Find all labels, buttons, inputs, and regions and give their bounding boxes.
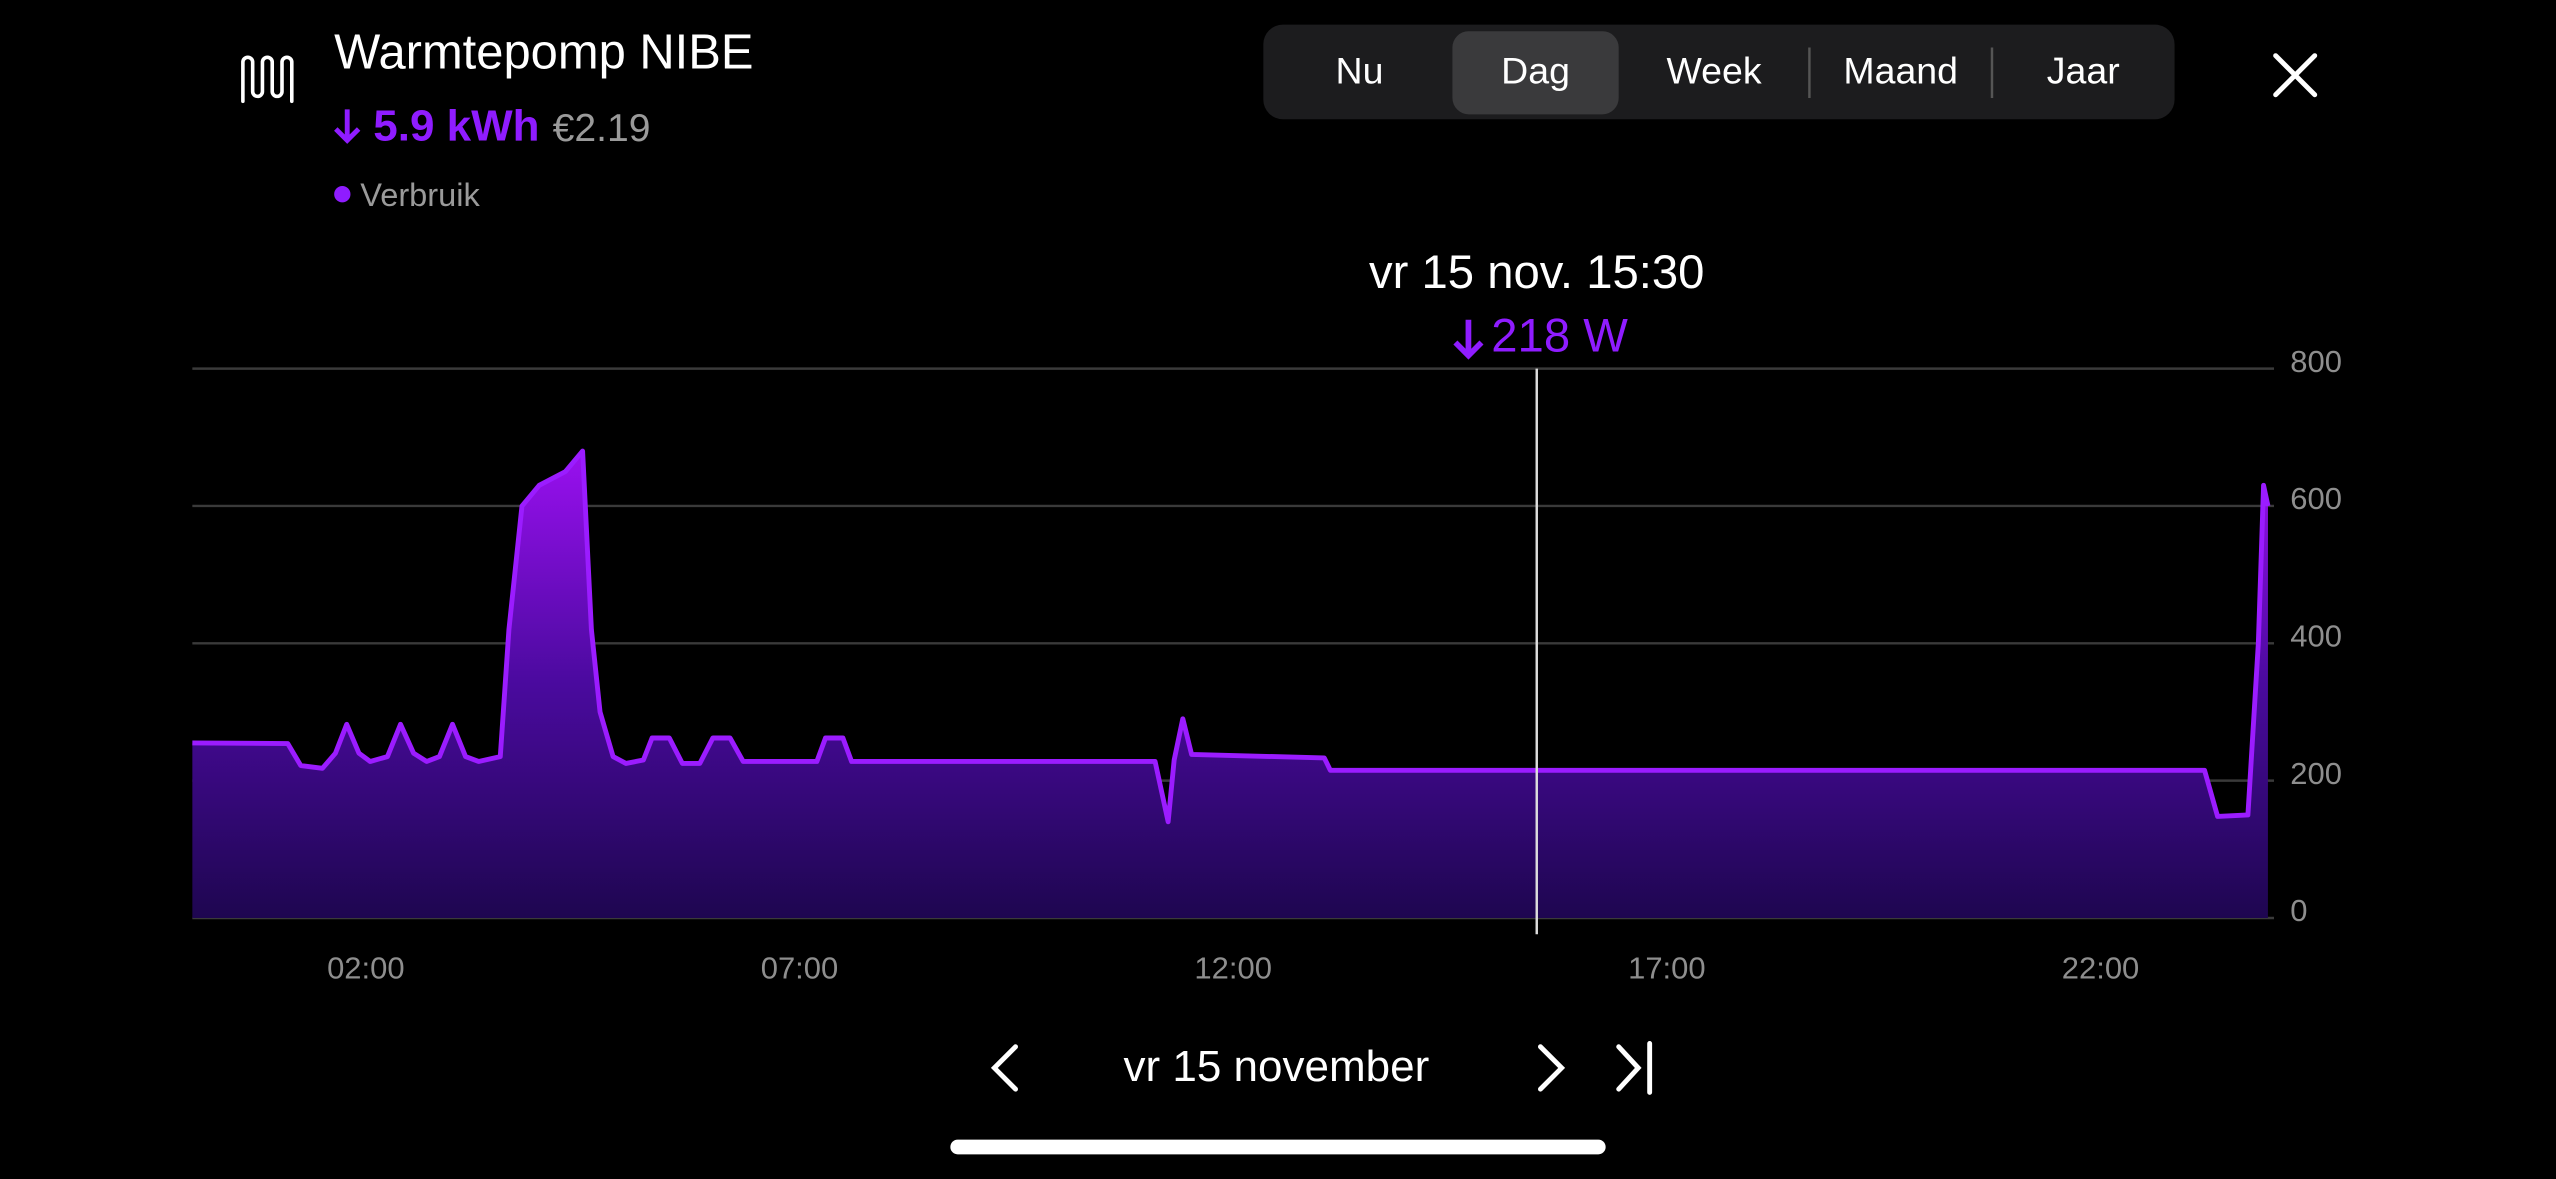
cursor-label: vr 15 nov. 15:30 [1369, 246, 1704, 299]
prev-button[interactable] [990, 1044, 1018, 1092]
legend-dot [334, 186, 351, 203]
device-icon [241, 55, 294, 104]
x-tick-label: 12:00 [1194, 950, 1272, 985]
date-label: vr 15 november [1124, 1042, 1430, 1091]
arrow-icon [334, 109, 361, 144]
y-tick-label: 400 [2290, 619, 2342, 654]
chart: 0 200 400 600 800 02:00 07:00 12:00 17:00 22:00 vr… [192, 246, 2342, 985]
home-indicator [950, 1139, 1606, 1155]
y-tick-label: 200 [2290, 756, 2342, 791]
x-tick-label: 07:00 [761, 950, 839, 985]
tab[interactable]: Jaar [2047, 49, 2120, 91]
close-button[interactable] [2273, 53, 2318, 98]
x-tick-label: 17:00 [1628, 950, 1706, 985]
cursor-value: 218 W [1491, 310, 1628, 363]
x-tick-label: 02:00 [327, 950, 405, 985]
tab[interactable]: Dag [1501, 49, 1570, 91]
device-title: Warmtepomp NIBE [334, 26, 753, 80]
line [192, 448, 2271, 825]
energy-total: 5.9 kWh [373, 102, 539, 151]
legend-label: Verbruik [360, 176, 480, 213]
area [192, 451, 2268, 918]
tab-selected-bg [1452, 31, 1619, 115]
y-tick-label: 800 [2290, 344, 2342, 379]
arrow-icon [1453, 319, 1484, 360]
tab[interactable]: Week [1666, 49, 1761, 91]
tab[interactable]: Nu [1336, 49, 1384, 91]
y-tick-label: 600 [2290, 481, 2342, 516]
y-tick-label: 0 [2290, 893, 2307, 928]
energy-cost: €2.19 [553, 107, 651, 150]
last-button[interactable] [1616, 1041, 1653, 1095]
tab[interactable]: Maand [1843, 49, 1958, 91]
next-button[interactable] [1538, 1044, 1566, 1092]
x-tick-label: 22:00 [2062, 950, 2140, 985]
